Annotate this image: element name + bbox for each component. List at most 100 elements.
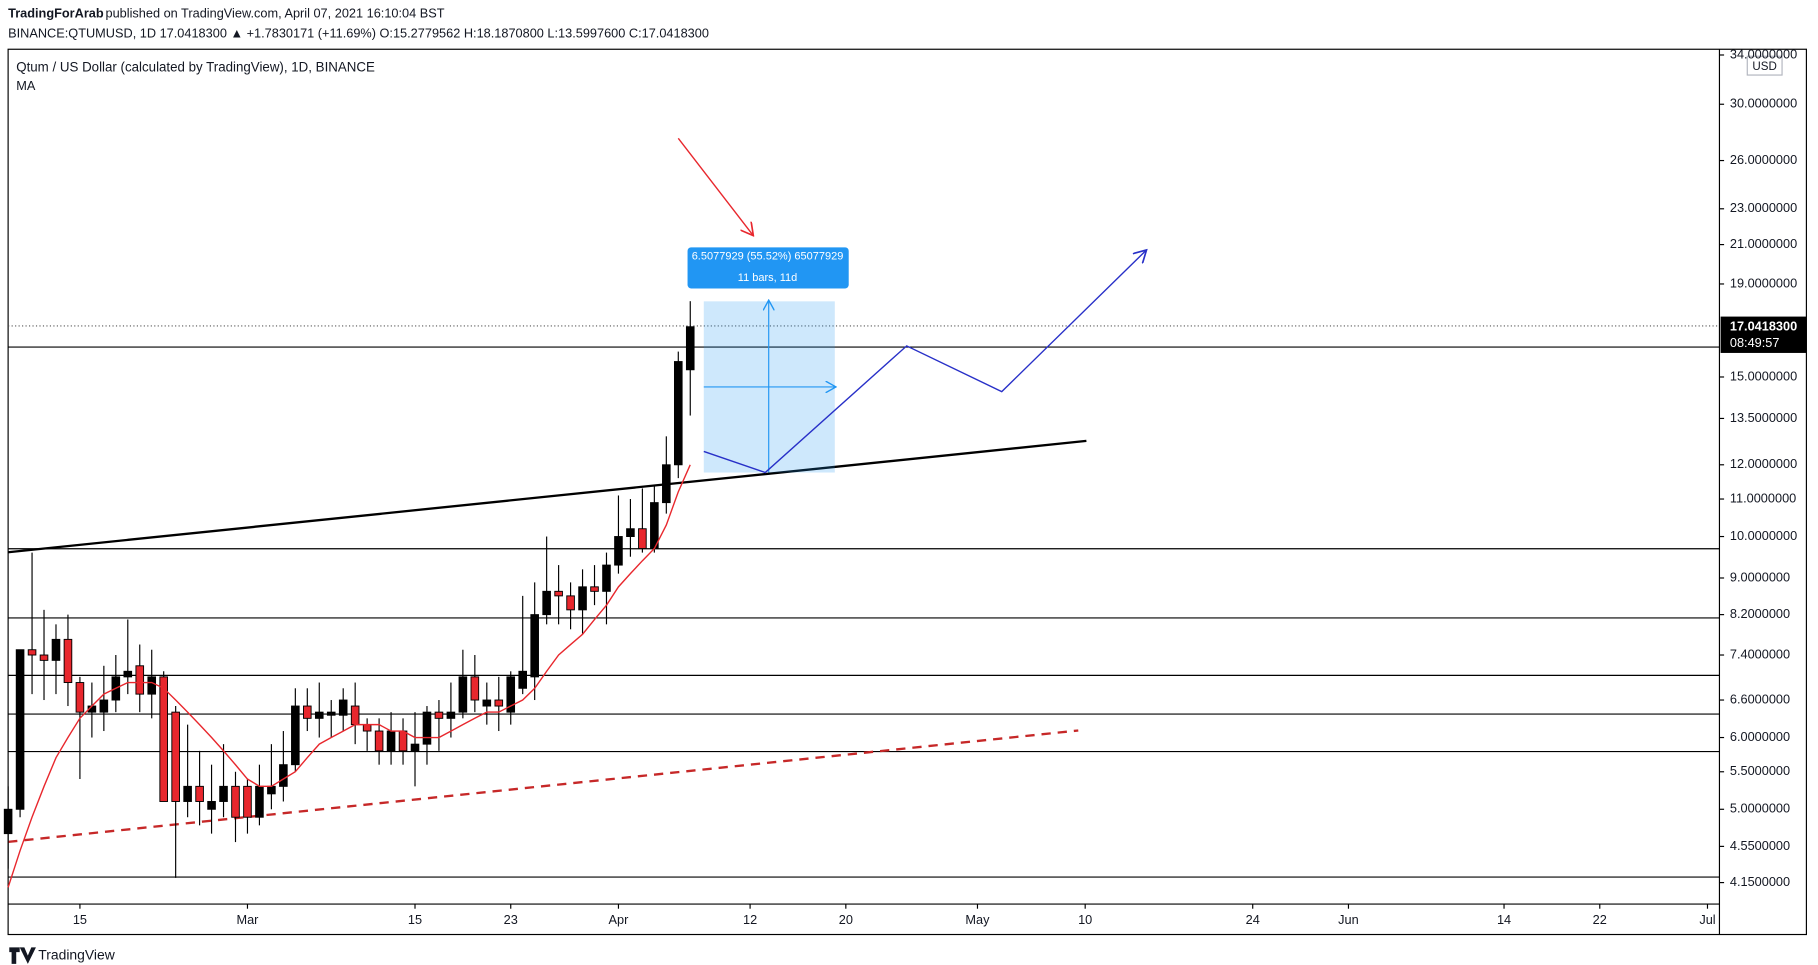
candle-body	[51, 638, 61, 661]
published: published on TradingView.com, April 07, …	[106, 5, 445, 20]
candle-body	[255, 785, 264, 818]
x-tick-label: 14	[1497, 912, 1511, 927]
candle-body	[219, 785, 228, 802]
candle-body	[374, 730, 384, 752]
candle-body	[554, 590, 563, 597]
candle-body	[75, 682, 85, 713]
candle	[219, 744, 228, 818]
x-tick-label: 20	[839, 912, 853, 927]
x-tick-label: 22	[1593, 912, 1607, 927]
candle-body	[650, 502, 659, 549]
arrow	[677, 137, 752, 234]
candle-body	[470, 676, 480, 701]
candle-body	[338, 699, 348, 716]
y-tick-label: 23.0000000	[1730, 200, 1797, 215]
y-tick-label: 21.0000000	[1730, 236, 1797, 251]
candle	[506, 671, 516, 725]
y-tick-label: 12.0000000	[1730, 456, 1797, 471]
candle-body	[614, 536, 623, 566]
x-tick-label: Apr	[609, 912, 630, 927]
x-tick-label: 24	[1246, 912, 1260, 927]
candle	[542, 536, 551, 625]
measure-label: 11 bars, 11d	[738, 272, 798, 284]
candle	[338, 688, 348, 732]
candle-body	[566, 595, 575, 611]
x-tick-label: Jun	[1338, 912, 1359, 927]
candle-body	[626, 528, 635, 538]
candle-body	[362, 724, 372, 732]
candle-body	[195, 785, 204, 802]
candle	[398, 718, 408, 765]
candle	[75, 676, 85, 779]
candle	[614, 495, 623, 574]
candle	[171, 706, 180, 878]
candle	[27, 552, 37, 695]
candle	[123, 619, 133, 695]
candle-body	[530, 614, 539, 678]
y-tick-label: 6.0000000	[1730, 729, 1790, 744]
candle-body	[135, 665, 145, 695]
currency: USD	[1752, 60, 1776, 73]
candle	[63, 614, 73, 707]
candle	[482, 682, 492, 725]
y-tick-label: 7.4000000	[1730, 646, 1790, 661]
y-tick-label: 30.0000000	[1730, 96, 1797, 111]
y-tick-label: 4.5500000	[1730, 838, 1790, 853]
candle-body	[3, 808, 13, 835]
y-tick-label: 5.5000000	[1730, 763, 1790, 778]
plot	[3, 301, 695, 888]
candle	[291, 688, 300, 772]
candle-body	[662, 464, 671, 504]
candle-body	[27, 649, 37, 656]
candle	[231, 771, 240, 843]
last-price: 17.0418300	[1730, 318, 1797, 333]
y-tick-label: 15.0000000	[1730, 368, 1797, 383]
candle	[494, 676, 504, 732]
frame	[7, 48, 1807, 936]
y-tick-label: 9.0000000	[1730, 569, 1790, 584]
candle-body	[291, 705, 300, 766]
ma-line	[7, 464, 691, 888]
candle-body	[602, 564, 611, 592]
candle	[303, 688, 312, 732]
candle	[207, 764, 216, 834]
y-tick-label: 19.0000000	[1730, 275, 1797, 290]
candle-body	[314, 711, 324, 719]
candle	[159, 671, 168, 802]
candle-body	[673, 361, 683, 466]
legend-title: Qtum / US Dollar (calculated by TradingV…	[16, 60, 375, 75]
trendline	[7, 439, 1087, 554]
candle-body	[39, 654, 49, 661]
candle-body	[15, 649, 25, 810]
measure-label-box	[687, 247, 849, 289]
candle	[410, 712, 420, 787]
drawings	[7, 137, 1720, 878]
candle-body	[303, 705, 312, 719]
candle	[673, 351, 683, 479]
y-tick-label: 13.5000000	[1730, 410, 1797, 425]
candle	[326, 700, 336, 738]
candle-body	[506, 676, 516, 713]
y-tick-label: 5.0000000	[1730, 801, 1790, 816]
candle	[147, 649, 157, 719]
candle-body	[231, 785, 240, 818]
candle	[39, 609, 49, 701]
candle	[554, 565, 563, 625]
candle-body	[482, 699, 492, 707]
candle	[111, 655, 121, 713]
candle	[602, 552, 611, 625]
candle	[578, 569, 587, 635]
candle	[434, 700, 444, 751]
candle-body	[398, 730, 408, 752]
candle	[279, 731, 288, 802]
candle-body	[207, 801, 216, 810]
candle	[314, 682, 324, 738]
x-tick-label: 10	[1078, 912, 1092, 927]
candle	[566, 582, 575, 630]
candle	[267, 744, 276, 810]
countdown: 08:49:57	[1730, 335, 1780, 350]
candle	[638, 488, 647, 553]
candle-body	[446, 711, 456, 719]
candle-body	[578, 586, 587, 611]
path-projection	[703, 251, 1146, 474]
